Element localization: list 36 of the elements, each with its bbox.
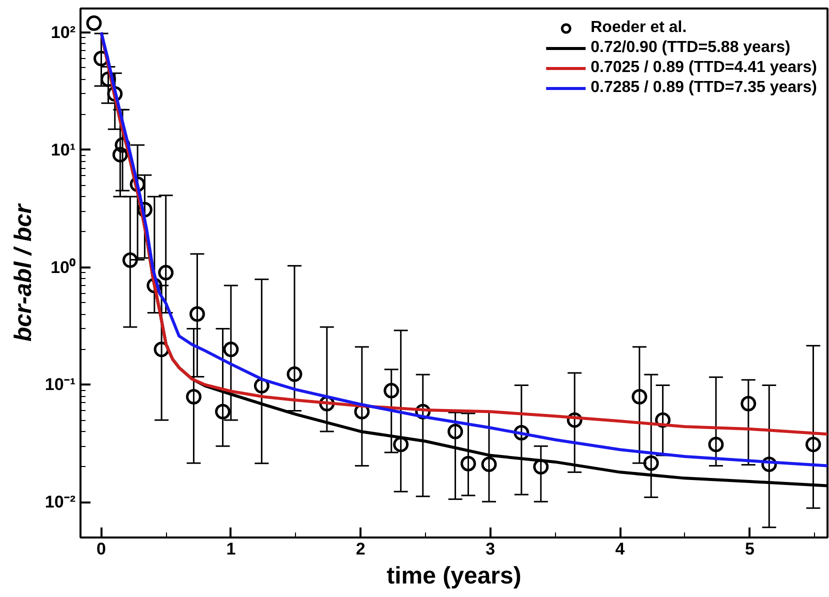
point <box>805 436 821 452</box>
x-tick-label: 0 <box>96 540 106 558</box>
y-tick-label: 10⁰ <box>50 258 76 277</box>
x-axis-title: time (years) <box>386 562 522 590</box>
legend-label: 0.7025 / 0.89 (TTD=4.41 years) <box>590 59 817 77</box>
y-tick-label: 10² <box>50 22 76 42</box>
point <box>215 404 231 420</box>
legend-label: 0.7285 / 0.89 (TTD=7.35 years) <box>590 79 817 97</box>
point <box>384 382 400 398</box>
x-tick-label: 2 <box>356 540 366 558</box>
point <box>460 456 476 472</box>
y-axis-title: bcr-abl / bcr <box>10 202 37 342</box>
point <box>740 396 756 412</box>
point <box>393 436 409 452</box>
point <box>186 389 202 404</box>
point <box>448 424 464 440</box>
point <box>158 264 174 280</box>
point <box>632 389 648 404</box>
point <box>708 436 724 452</box>
x-tick-label: 5 <box>744 540 754 558</box>
point <box>112 146 128 162</box>
y-tick-label: 10¹ <box>50 140 76 160</box>
x-tick-label: 4 <box>615 540 626 558</box>
x-tick-label: 3 <box>486 540 496 558</box>
point <box>481 456 497 472</box>
point <box>533 459 549 475</box>
point <box>643 455 659 471</box>
point <box>86 15 102 31</box>
legend-label: Roeder et al. <box>590 19 687 37</box>
x-tick-label: 1 <box>226 540 236 558</box>
y-tick-label: 10⁻¹ <box>44 375 76 394</box>
point <box>223 342 239 358</box>
point <box>189 306 205 322</box>
legend-label: 0.72/0.90 (TTD=5.88 years) <box>590 39 790 57</box>
y-tick-label: 10⁻² <box>44 492 76 512</box>
point <box>286 366 302 382</box>
